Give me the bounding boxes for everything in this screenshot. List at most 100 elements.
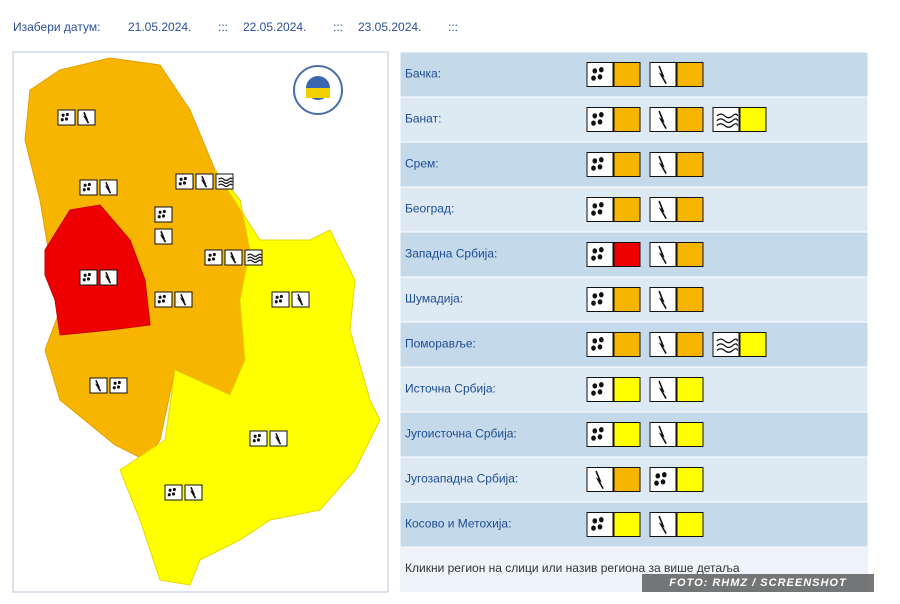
drop (661, 472, 667, 478)
drop (212, 252, 216, 257)
level-box (613, 197, 641, 222)
map-icon (79, 269, 98, 286)
level-box (613, 377, 641, 402)
drop (252, 439, 256, 443)
level-box (676, 152, 704, 177)
date-link[interactable]: 22.05.2024. (243, 20, 306, 34)
drop (591, 435, 596, 441)
drop (275, 295, 279, 299)
drop (178, 182, 182, 186)
wind-line (716, 343, 739, 349)
drop (591, 345, 596, 351)
separator: ::: (333, 20, 343, 34)
warning-icon (586, 152, 641, 177)
map-icon (215, 173, 234, 190)
region-link[interactable]: Срем: (405, 157, 439, 171)
separator: ::: (448, 20, 458, 34)
date-link[interactable]: 21.05.2024. (128, 20, 191, 34)
region-link[interactable]: Банат: (405, 112, 441, 126)
drop (158, 210, 162, 214)
drop (592, 158, 598, 164)
separator: ::: (218, 20, 228, 34)
map-icon (99, 179, 118, 196)
map-icon (175, 173, 194, 190)
drop (279, 294, 283, 299)
region-link[interactable]: Поморавље: (405, 337, 476, 351)
date-link[interactable]: 23.05.2024. (358, 20, 421, 34)
level-box (676, 332, 704, 357)
bolt (200, 175, 208, 188)
level-box (613, 62, 641, 87)
warning-icon (586, 197, 641, 222)
level-box (676, 287, 704, 312)
region-link[interactable]: Шумадија: (405, 292, 463, 306)
drop (598, 67, 604, 73)
drop (591, 75, 596, 81)
map-icon (244, 249, 263, 266)
drop (660, 479, 666, 485)
level-box (676, 107, 704, 132)
level-box (676, 242, 704, 267)
region-link[interactable]: Југоисточна Србија: (405, 427, 517, 441)
level-box (676, 422, 704, 447)
drop (597, 524, 603, 530)
wind-line (247, 253, 262, 257)
wind-line (716, 113, 739, 119)
bolt (658, 245, 667, 265)
warning-icon (649, 107, 704, 132)
drop (592, 338, 598, 344)
drop (591, 165, 596, 171)
bolt (104, 271, 112, 284)
region-link[interactable]: Југозападна Србија: (405, 472, 518, 486)
level-box (613, 107, 641, 132)
drop (591, 210, 596, 216)
drop (117, 380, 121, 385)
drop (597, 254, 603, 260)
drop (171, 492, 176, 496)
drop (592, 383, 598, 389)
drop (597, 434, 603, 440)
warning-icon (586, 242, 641, 267)
bolt (159, 230, 167, 243)
drop (597, 344, 603, 350)
drop (592, 428, 598, 434)
drop (211, 257, 216, 261)
bolt (274, 432, 282, 445)
map-region[interactable] (119, 169, 381, 586)
bolt (658, 380, 667, 400)
drop (597, 209, 603, 215)
warning-icon (712, 332, 767, 357)
warning-icon (586, 287, 641, 312)
region-link[interactable]: Београд: (405, 202, 454, 216)
drop (167, 493, 171, 497)
drop (592, 248, 598, 254)
drop (207, 258, 211, 262)
drop (597, 119, 603, 125)
drop (87, 182, 91, 187)
wind-line (716, 338, 739, 344)
bolt (658, 290, 667, 310)
warning-icon (649, 377, 704, 402)
drop (64, 117, 69, 121)
drop (82, 188, 86, 192)
level-box (613, 422, 641, 447)
drop (598, 157, 604, 163)
bolt (82, 111, 90, 124)
bolt (658, 65, 667, 85)
drop (157, 215, 161, 219)
map-icon (77, 109, 96, 126)
region-link[interactable]: Западна Србија: (405, 247, 497, 261)
wind-line (716, 123, 739, 128)
level-box (613, 287, 641, 312)
map-icon (291, 291, 310, 308)
warning-icon (649, 242, 704, 267)
bolt (658, 110, 667, 130)
drop (162, 209, 166, 214)
region-link[interactable]: Косово и Метохија: (405, 517, 511, 531)
region-link[interactable]: Источна Србија: (405, 382, 496, 396)
icon-box (586, 242, 614, 267)
level-box (739, 332, 767, 357)
region-link[interactable]: Бачка: (405, 67, 441, 81)
map-icon (57, 109, 76, 126)
icon-box (586, 512, 614, 537)
